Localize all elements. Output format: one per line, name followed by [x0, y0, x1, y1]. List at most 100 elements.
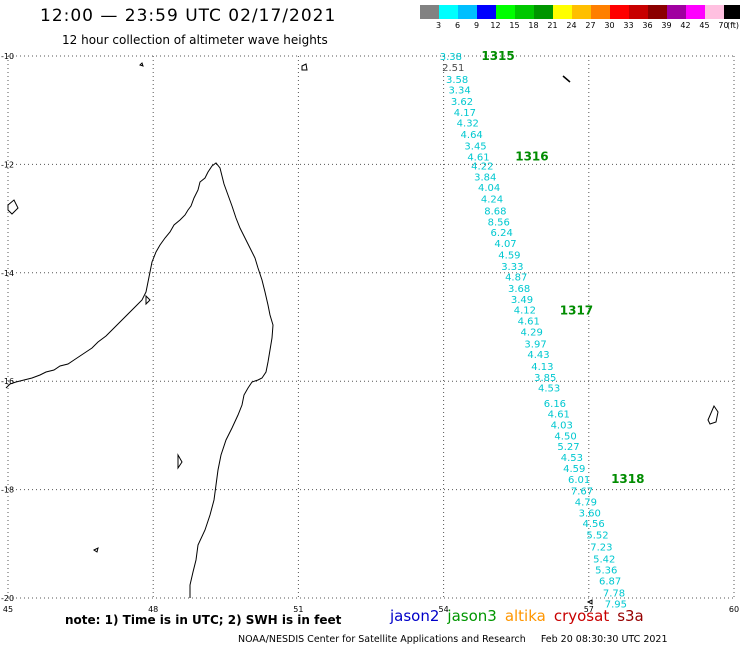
- wave-height-label: 3.60: [579, 508, 601, 519]
- island-dot-2: [139, 62, 144, 67]
- color-scale-value: 30: [604, 21, 615, 30]
- wave-height-label: 4.61: [467, 152, 489, 163]
- color-scale-value: 33: [623, 21, 634, 30]
- lat-label: -14: [1, 269, 14, 278]
- wave-height-labels: 3.382.513.583.343.624.174.324.643.454.61…: [440, 52, 627, 610]
- color-swatch: [458, 5, 477, 19]
- lat-label: -20: [1, 594, 14, 603]
- wave-height-label: 3.49: [511, 295, 533, 306]
- color-scale-labels: 3 6 9 12 15 18 21 24 27 30 33 36 39 42 45 70: [420, 21, 733, 30]
- lat-label: -12: [1, 160, 14, 169]
- wave-height-label: 3.85: [534, 373, 556, 384]
- color-swatch: [420, 5, 439, 19]
- wave-height-label: 3.34: [448, 86, 470, 97]
- pass-number-label: 1316: [515, 149, 548, 163]
- wave-height-label: 4.61: [518, 316, 540, 327]
- lat-label: -18: [1, 486, 14, 495]
- color-scale-value: 9: [473, 21, 480, 30]
- credit-footer: NOAA/NESDIS Center for Satellite Applica…: [238, 634, 668, 645]
- wave-height-label: 4.59: [498, 250, 520, 261]
- island-rodrigues-north: [562, 75, 571, 83]
- color-scale-value: 24: [566, 21, 577, 30]
- color-swatch: [572, 5, 591, 19]
- color-scale-value: 42: [680, 21, 691, 30]
- wave-height-label: 4.61: [548, 410, 570, 421]
- wave-height-label: 7.95: [605, 599, 627, 610]
- island-mayotte: [7, 199, 19, 215]
- island-dot-1: [93, 547, 99, 553]
- wave-height-label: 4.43: [527, 350, 549, 361]
- wave-height-label: 5.27: [557, 442, 579, 453]
- wave-height-label: 8.56: [488, 217, 510, 228]
- wave-height-label: 7.23: [590, 543, 612, 554]
- wave-height-label: 3.45: [464, 141, 486, 152]
- wave-height-label: 4.07: [494, 239, 516, 250]
- color-scale-value: 12: [490, 21, 501, 30]
- color-scale-value: 18: [528, 21, 539, 30]
- wave-height-label: 3.97: [524, 339, 546, 350]
- wave-height-label: 6.01: [568, 475, 590, 486]
- wave-height-label: 3.62: [451, 97, 473, 108]
- color-swatch: [667, 5, 686, 19]
- color-swatch: [648, 5, 667, 19]
- satellite-cryosat: cryosat: [553, 607, 610, 625]
- pass-number-labels: 1315 1316 1317 1318: [481, 49, 644, 486]
- color-swatch: [591, 5, 610, 19]
- island-south-dot: [586, 599, 593, 605]
- wave-height-label: 3.68: [508, 284, 530, 295]
- wave-height-label: 2.51: [442, 63, 464, 74]
- island-tromelin: [301, 63, 308, 71]
- lat-lon-grid: [7, 55, 735, 599]
- color-swatch: [496, 5, 515, 19]
- color-scale-value: 36: [642, 21, 653, 30]
- lat-label: -16: [1, 377, 14, 386]
- timestamp: Feb 20 08:30:30 UTC 2021: [540, 634, 668, 645]
- lon-label: 60: [729, 605, 739, 614]
- color-swatch: [534, 5, 553, 19]
- wave-height-label: 5.42: [593, 554, 615, 565]
- wave-height-label: 4.29: [521, 327, 543, 338]
- wave-height-label: 4.32: [457, 119, 479, 130]
- wave-height-label: 5.52: [586, 531, 608, 542]
- wave-height-label: 4.22: [471, 161, 493, 172]
- lat-label: -10: [1, 52, 14, 61]
- island-reunion-east: [707, 404, 719, 425]
- wave-height-label: 4.13: [531, 362, 553, 373]
- lon-label: 54: [439, 605, 449, 614]
- island-dot-3: [145, 294, 151, 306]
- color-scale-unit: (ft): [727, 21, 740, 30]
- wave-height-label: 4.17: [454, 108, 476, 119]
- wave-height-label: 4.12: [514, 306, 536, 317]
- color-scale-value: 39: [661, 21, 672, 30]
- wave-height-label: 4.24: [481, 195, 503, 206]
- color-swatch: [477, 5, 496, 19]
- satellite-s3a: s3a: [617, 607, 644, 625]
- color-swatch: [686, 5, 705, 19]
- wave-height-label: 4.03: [551, 421, 573, 432]
- wave-height-label: 3.84: [474, 172, 496, 183]
- lon-label: 51: [293, 605, 303, 614]
- island-sainte-marie: [177, 453, 183, 470]
- wave-height-label: 3.58: [446, 75, 468, 86]
- wave-height-label: 4.04: [478, 183, 500, 194]
- color-scale-value: 3: [435, 21, 442, 30]
- lon-label: 57: [584, 605, 594, 614]
- page-subtitle: 12 hour collection of altimeter wave hei…: [62, 33, 328, 47]
- pass-number-label: 1318: [611, 472, 644, 486]
- color-scale-bar: [420, 5, 740, 19]
- wave-height-label: 4.64: [461, 130, 483, 141]
- wave-height-label: 4.79: [575, 498, 597, 509]
- color-scale-value: 6: [454, 21, 461, 30]
- color-swatch: [629, 5, 648, 19]
- pass-number-label: 1315: [481, 49, 514, 63]
- madagascar-coastline: [5, 162, 274, 598]
- color-scale-value: 21: [547, 21, 558, 30]
- wave-height-label: 7.78: [603, 589, 625, 600]
- axis-labels: 45 48 51 54 57 60 -10 -12 -14 -16 -18 -20: [1, 52, 739, 614]
- wave-height-label: 4.59: [563, 464, 585, 475]
- credit-text: NOAA/NESDIS Center for Satellite Applica…: [238, 634, 526, 645]
- satellite-jason2: jason2: [390, 607, 440, 625]
- satellite-legend: jason2 jason3 altika cryosat s3a: [390, 607, 652, 625]
- color-scale-value: 70: [718, 21, 729, 30]
